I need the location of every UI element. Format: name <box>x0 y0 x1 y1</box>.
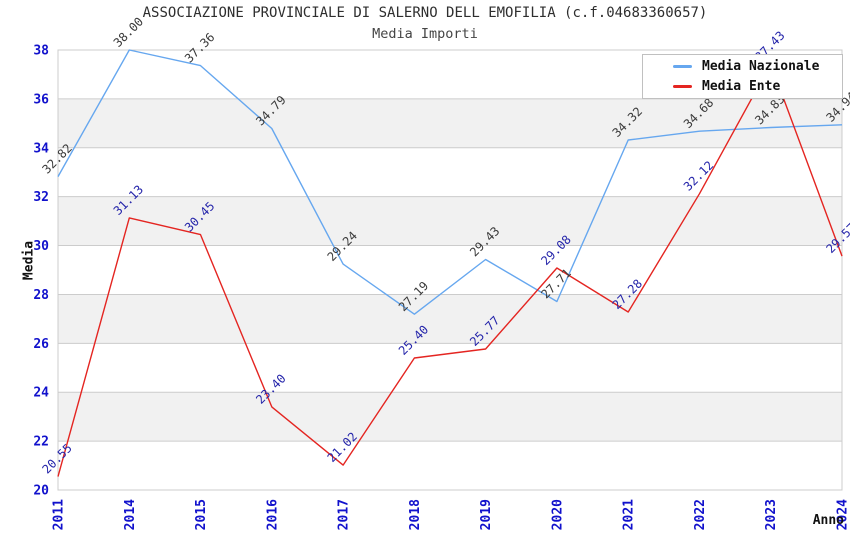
plot-border <box>57 49 843 491</box>
y-tick-label: 28 <box>33 288 49 303</box>
y-axis-tick-labels: 20 22 24 26 28 30 32 34 36 38 <box>33 44 49 499</box>
point-label: 38.00 <box>111 14 146 49</box>
legend-swatch-media-nazionale <box>673 64 692 68</box>
series-media-ente <box>57 63 843 477</box>
y-tick-label: 24 <box>33 386 49 401</box>
y-tick-label: 26 <box>33 337 49 352</box>
y-tick-label: 22 <box>33 435 49 450</box>
y-tick-label: 36 <box>33 92 49 107</box>
chart-subtitle: Media Importi <box>372 26 478 42</box>
x-tick-label: 2017 <box>337 499 352 530</box>
x-tick-label: 2016 <box>265 499 280 530</box>
legend: Media Nazionale Media Ente <box>642 54 843 99</box>
point-label: 37.36 <box>182 30 217 65</box>
plot-bands <box>58 98 842 442</box>
point-label: 32.12 <box>681 158 716 193</box>
x-tick-label: 2014 <box>123 499 138 530</box>
x-tick-label: 2018 <box>408 499 423 530</box>
series-media-nazionale <box>57 49 843 315</box>
legend-item-media-ente: Media Ente <box>643 78 842 96</box>
x-tick-label: 2024 <box>836 499 850 530</box>
y-tick-label: 38 <box>33 44 49 59</box>
x-axis-tick-labels: 2011 2014 2015 2016 2017 2018 2019 2020 2021 2022… <box>52 499 850 530</box>
x-tick-label: 2011 <box>52 499 67 530</box>
y-axis-title: Media <box>21 240 37 281</box>
x-axis-title: Anno <box>812 513 844 528</box>
x-tick-label: 2021 <box>622 499 637 530</box>
x-tick-label: 2022 <box>693 499 708 530</box>
x-tick-label: 2019 <box>479 499 494 530</box>
legend-label-media-nazionale: Media Nazionale <box>702 58 820 74</box>
x-tick-label: 2023 <box>764 499 779 530</box>
y-tick-label: 20 <box>33 484 49 499</box>
y-tick-label: 34 <box>33 141 49 156</box>
chart-title: ASSOCIAZIONE PROVINCIALE DI SALERNO DELL… <box>142 5 708 21</box>
x-tick-label: 2020 <box>550 499 565 530</box>
x-tick-label: 2015 <box>194 499 209 530</box>
y-tick-label: 32 <box>33 190 49 205</box>
legend-label-media-ente: Media Ente <box>702 79 781 95</box>
legend-item-media-nazionale: Media Nazionale <box>643 57 842 75</box>
y-tick-label: 30 <box>33 239 49 254</box>
legend-swatch-media-ente <box>673 85 692 89</box>
